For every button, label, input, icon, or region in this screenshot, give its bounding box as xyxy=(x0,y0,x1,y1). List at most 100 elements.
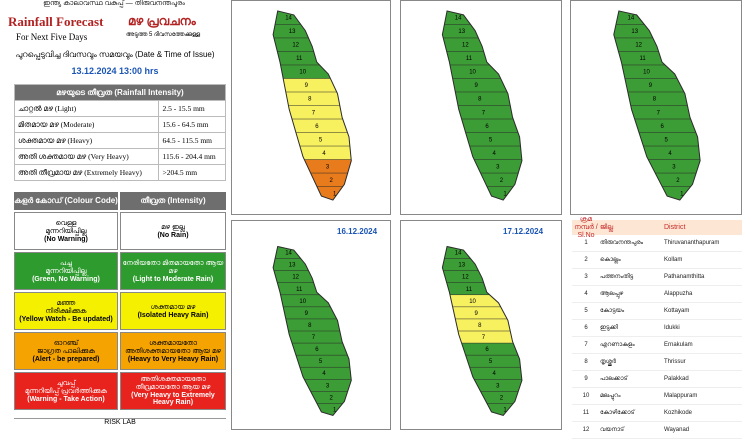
map-day-5: 17.12.2024 14 13 12 11 10 9 8 7 6 5 4 3 2 1 xyxy=(400,220,562,430)
district-number: 1 xyxy=(333,191,337,197)
district-row: 9 പാലക്കാട് Palakkad xyxy=(572,371,742,388)
district-region xyxy=(273,132,352,147)
colour-code-cell: ഓറഞ്ച് ജാഗ്രത പാലിക്കുക (Alert - be prepar… xyxy=(14,332,118,370)
district-number: 3 xyxy=(326,164,330,170)
district-number: 5 xyxy=(319,137,323,143)
district-number: 2 xyxy=(500,395,504,401)
district-region xyxy=(273,24,352,39)
district-row: 2 കൊല്ലം Kollam xyxy=(572,252,742,269)
district-number: 3 xyxy=(672,164,676,170)
district-number: 14 xyxy=(285,16,292,22)
district-number: 4 xyxy=(322,371,326,377)
title-ml: മഴ പ്രവചനം xyxy=(128,14,196,28)
district-region xyxy=(442,10,522,26)
district-number: 4 xyxy=(493,371,497,377)
district-number: 7 xyxy=(482,110,486,116)
district-row: 11 കോഴിക്കോട് Kozhikode xyxy=(572,405,742,422)
district-number: 10 xyxy=(469,299,476,305)
legend-panel: ഇന്ത്യ കാലാവസ്ഥ വകുപ്പ് — തിരുവനന്തപുരം … xyxy=(0,0,228,430)
district-row: 8 തൃശ്ശൂർ Thrissur xyxy=(572,354,742,371)
district-region xyxy=(613,118,701,134)
colour-code-cell: മഞ്ഞ നിരീക്ഷിക്കുക (Yellow Watch - Be upda… xyxy=(14,292,118,330)
district-number: 5 xyxy=(319,359,323,365)
district-number: 4 xyxy=(668,151,672,157)
district-number: 14 xyxy=(455,16,462,22)
district-region xyxy=(273,51,352,66)
district-row: 4 ആലപ്പുഴ Alappuzha xyxy=(572,286,742,303)
district-region xyxy=(442,246,522,260)
district-number: 11 xyxy=(296,287,303,293)
title-en: Rainfall Forecast xyxy=(8,14,104,29)
district-number: 1 xyxy=(680,191,684,197)
district-region xyxy=(613,159,701,174)
district-region xyxy=(273,306,352,320)
intensity-row: അതി തീവ്രമായ മഴ (Extremely Heavy) >204.5 … xyxy=(13,164,226,181)
district-region xyxy=(613,145,701,161)
district-region xyxy=(613,132,701,147)
map-day-1: 14 13 12 11 10 9 8 7 6 5 4 3 2 1 xyxy=(231,0,391,215)
district-region xyxy=(613,10,701,26)
kerala-outline xyxy=(613,10,701,201)
subtitle-en: For Next Five Days xyxy=(16,32,88,42)
district-number: 2 xyxy=(676,178,680,184)
kerala-outline xyxy=(272,10,352,201)
district-number: 9 xyxy=(474,83,478,89)
kerala-outline xyxy=(441,245,523,417)
colour-code-cell: ചുവപ്പ് മുന്നറിയിപ്പ് പ്രവർത്തിക്കുക (Warn… xyxy=(14,372,118,410)
district-region xyxy=(273,118,352,134)
district-number: 3 xyxy=(496,164,500,170)
district-region xyxy=(613,51,701,66)
risk-lab: RISK LAB xyxy=(14,418,226,426)
district-region xyxy=(442,294,522,308)
district-number: 9 xyxy=(474,311,478,317)
district-region xyxy=(442,186,522,201)
district-legend: ക്രമ നമ്പർ / Sl.No ജില്ല District 1 തിരുവ… xyxy=(572,216,742,439)
intensity-heading: മഴയുടെ തീവ്രത (Rainfall Intensity) xyxy=(14,84,226,101)
intensity-row: ചാറ്റൽ മഴ (Light) 2.5 - 15.5 mm xyxy=(13,100,226,117)
district-number: 8 xyxy=(478,97,482,103)
district-number: 6 xyxy=(315,347,319,353)
intensity-row: അതി ശക്തമായ മഴ (Very Heavy) 115.6 - 204.4… xyxy=(13,148,226,165)
district-region xyxy=(442,403,522,416)
district-number: 11 xyxy=(466,56,473,62)
district-region xyxy=(442,318,522,332)
district-region xyxy=(442,132,522,147)
district-row: 10 മലപ്പുറം Malappuram xyxy=(572,388,742,405)
district-number: 7 xyxy=(482,335,486,341)
district-number: 5 xyxy=(489,137,493,143)
district-number: 10 xyxy=(299,299,306,305)
intensity-table: മഴയുടെ തീവ്രത (Rainfall Intensity) ചാറ്റ… xyxy=(13,84,226,181)
kerala-map-2: 14 13 12 11 10 9 8 7 6 5 4 3 2 1 xyxy=(441,10,523,201)
district-region xyxy=(613,64,701,80)
colour-code-cell: പച്ച മുന്നറിയിപ്പില്ല (Green, No Warning) xyxy=(14,252,118,290)
district-region xyxy=(613,186,701,201)
district-region xyxy=(442,258,522,272)
district-number: 3 xyxy=(496,383,500,389)
district-number: 12 xyxy=(635,43,642,49)
district-number: 11 xyxy=(466,287,473,293)
district-number: 5 xyxy=(664,137,668,143)
district-number: 12 xyxy=(462,43,469,49)
district-region xyxy=(273,78,352,93)
district-region xyxy=(273,294,352,308)
intensity-row: ശക്തമായ മഴ (Heavy) 64.5 - 115.5 mm xyxy=(13,132,226,149)
district-number: 14 xyxy=(628,16,635,22)
district-number: 8 xyxy=(653,97,657,103)
district-region xyxy=(442,379,522,393)
intensity-cell: മഴ ഇല്ല (No Rain) xyxy=(120,212,226,250)
district-region xyxy=(273,64,352,80)
intensity-cell: അതിശക്തമായതോ തീവ്രമായതോ ആയ മഴ (Very Heavy… xyxy=(120,372,226,410)
issue-label: പുറപ്പെടുവിച്ച ദിവസവും സമയവും (Date & Ti… xyxy=(15,50,215,59)
map-date-4: 16.12.2024 xyxy=(337,227,378,236)
district-region xyxy=(273,282,352,296)
map-day-2: 14 13 12 11 10 9 8 7 6 5 4 3 2 1 xyxy=(400,0,562,215)
kerala-outline xyxy=(272,245,352,417)
district-number: 12 xyxy=(462,275,469,281)
district-region xyxy=(442,159,522,174)
district-region xyxy=(442,78,522,93)
district-number: 8 xyxy=(308,323,312,329)
district-number: 13 xyxy=(289,263,296,269)
district-number: 8 xyxy=(478,323,482,329)
